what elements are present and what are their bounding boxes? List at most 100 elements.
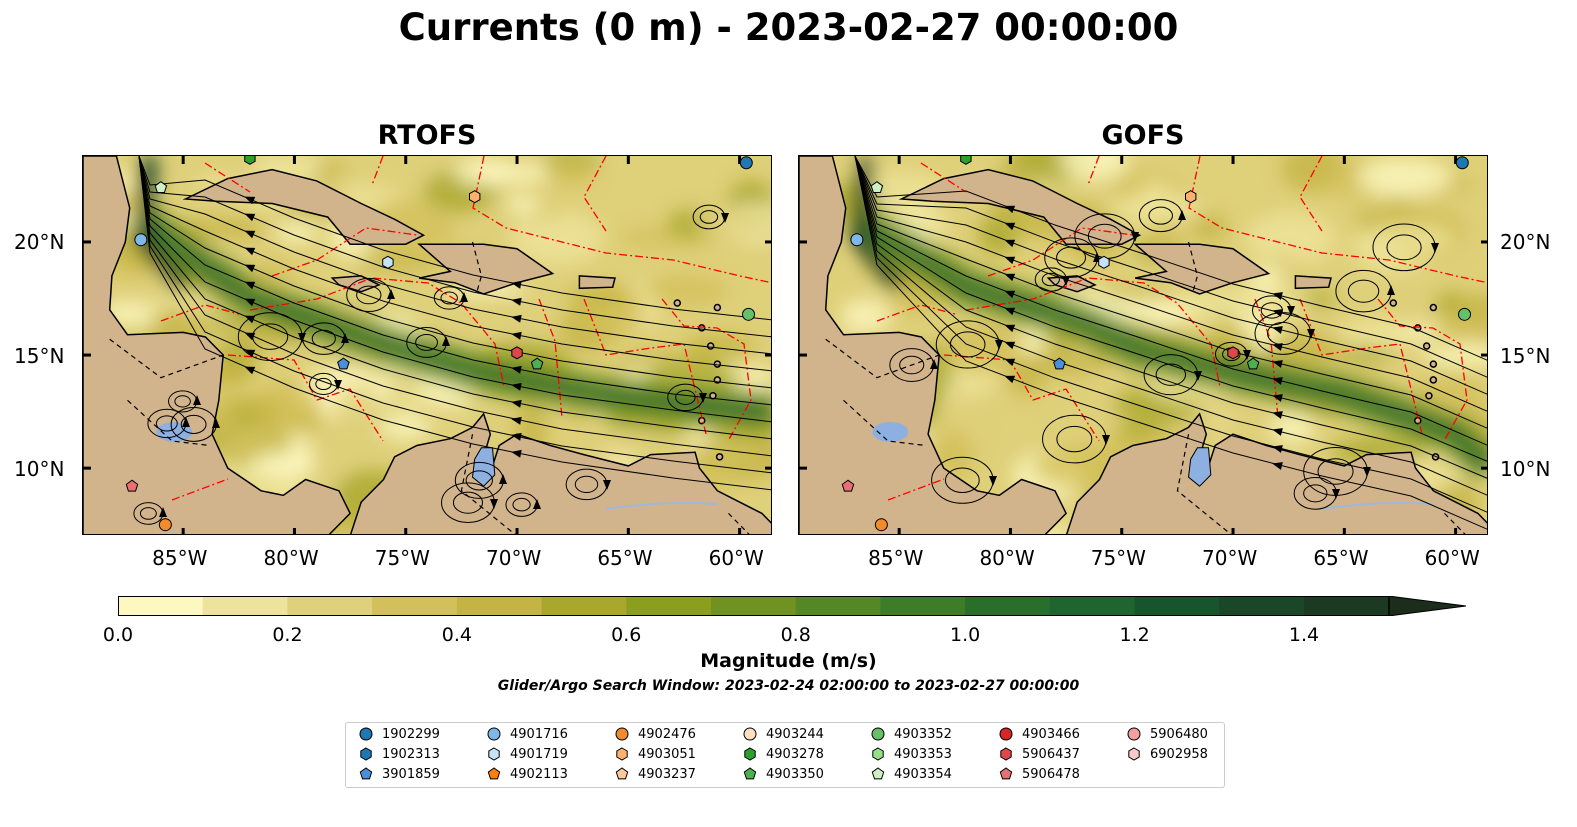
- colorbar-segment: [711, 596, 797, 616]
- float-legend: 1902299 1902313 3901859 4901716 4901719 49021…: [345, 722, 1225, 788]
- legend-label: 4903350: [766, 766, 824, 782]
- legend-marker-4903354: [871, 767, 885, 780]
- lon-label-gofs-60: 60°W: [1424, 546, 1480, 570]
- legend-item: 4903354: [870, 766, 952, 782]
- legend-label: 5906437: [1022, 746, 1080, 762]
- float-marker-4903350: [530, 357, 544, 370]
- river: [1321, 501, 1434, 510]
- legend-item: 4902113: [486, 766, 568, 782]
- eez-boundaries: [160, 156, 771, 501]
- float-marker-1902299: [739, 156, 753, 170]
- river: [605, 501, 718, 510]
- legend-marker-3901859: [359, 767, 373, 780]
- panel-title-rtofs: RTOFS: [377, 120, 477, 151]
- float-marker-4903278: [960, 156, 972, 165]
- colorbar-segment: [118, 596, 204, 616]
- legend-label: 4903278: [766, 746, 824, 762]
- colorbar-segment: [1049, 596, 1135, 616]
- legend-marker-1902313: [360, 747, 372, 761]
- legend-marker-5906437: [1000, 747, 1012, 761]
- cuba: [898, 168, 1142, 245]
- central-america: [799, 156, 1068, 534]
- lon-label-gofs-80: 80°W: [979, 546, 1035, 570]
- legend-label: 4903466: [1022, 726, 1080, 742]
- lat-label-right-15: 15°N: [1500, 344, 1551, 368]
- lesser-antilles-island: [1422, 342, 1431, 350]
- legend-marker-4902476: [615, 727, 629, 741]
- float-marker-5906478: [841, 479, 855, 492]
- legend-item: 4903237: [614, 766, 696, 782]
- legend-label: 4902476: [638, 726, 696, 742]
- map-panel-gofs[interactable]: [798, 155, 1488, 535]
- lon-label-rtofs-75: 75°W: [374, 546, 430, 570]
- colorbar-tick-label: 1.0: [950, 624, 981, 646]
- lon-label-gofs-70: 70°W: [1202, 546, 1258, 570]
- lon-label-rtofs-70: 70°W: [486, 546, 542, 570]
- colorbar-tick-label: 0.0: [102, 624, 134, 646]
- lesser-antilles-island: [1425, 392, 1433, 400]
- float-marker-4903278: [244, 156, 256, 165]
- lesser-antilles-island: [713, 303, 722, 312]
- lat-label-left-20: 20°N: [14, 230, 65, 254]
- legend-item: 4903466: [998, 726, 1080, 742]
- float-marker-3901859: [337, 357, 350, 370]
- float-marker-4902476: [158, 518, 172, 532]
- legend-item: 4903244: [742, 726, 824, 742]
- colorbar: [118, 596, 1467, 616]
- legend-item: 5906437: [998, 746, 1080, 762]
- panel-title-gofs: GOFS: [1101, 120, 1185, 151]
- lesser-antilles-island: [698, 324, 706, 332]
- legend-label: 4902113: [510, 766, 568, 782]
- colorbar-outline: [118, 596, 1390, 616]
- legend-item: 1902313: [358, 746, 440, 762]
- legend-item: 6902958: [1126, 746, 1208, 762]
- map-panel-rtofs[interactable]: [82, 155, 772, 535]
- jamaica: [1046, 275, 1097, 293]
- legend-marker-4902113: [487, 767, 501, 780]
- float-marker-4903352: [1458, 307, 1472, 321]
- lesser-antilles-island: [713, 360, 722, 368]
- legend-label: 4903244: [766, 726, 824, 742]
- legend-item: 4903051: [614, 746, 696, 762]
- jamaica: [330, 275, 381, 293]
- colorbar-segment: [1304, 596, 1390, 616]
- lat-label-left-15: 15°N: [14, 344, 65, 368]
- float-marker-4903354: [870, 181, 884, 193]
- colorbar-tick-label: 0.4: [441, 624, 472, 646]
- colorbar-segment: [795, 596, 881, 616]
- legend-label: 6902958: [1150, 746, 1208, 762]
- lake-maracaibo: [1187, 447, 1212, 487]
- colorbar-segment: [626, 596, 712, 616]
- legend-item: 4903352: [870, 726, 952, 742]
- colorbar-title: Magnitude (m/s): [700, 650, 877, 672]
- colorbar-tick-label: 1.4: [1288, 624, 1320, 646]
- legend-label: 4901719: [510, 746, 568, 762]
- streamline-arrows: [159, 196, 729, 517]
- streamline-arrows: [930, 205, 1439, 499]
- float-marker-4903051: [469, 190, 481, 204]
- legend-label: 4903352: [894, 726, 952, 742]
- central-america: [83, 156, 352, 534]
- colorbar-segment: [965, 596, 1051, 616]
- lon-label-rtofs-60: 60°W: [708, 546, 764, 570]
- legend-item: 5906480: [1126, 726, 1208, 742]
- legend-item: 4902476: [614, 726, 696, 742]
- colorbar-tick-label: 0.8: [780, 624, 811, 646]
- float-marker-4901719: [382, 255, 394, 269]
- lat-label-left-10: 10°N: [14, 457, 65, 481]
- legend-label: 5906480: [1150, 726, 1208, 742]
- colorbar-segment: [287, 596, 373, 616]
- float-marker-5906437: [1227, 346, 1239, 360]
- map-svg-rtofs: [83, 156, 771, 534]
- lon-label-rtofs-80: 80°W: [263, 546, 319, 570]
- legend-label: 4901716: [510, 726, 568, 742]
- lat-label-right-10: 10°N: [1500, 457, 1551, 481]
- colorbar-tick-label: 0.6: [611, 624, 642, 646]
- legend-label: 4903051: [638, 746, 696, 762]
- frame-ticks: [799, 156, 1487, 534]
- colorbar-segment: [541, 596, 627, 616]
- legend-marker-4903051: [616, 747, 628, 761]
- hispaniola: [1133, 243, 1271, 295]
- float-marker-5906478: [125, 479, 139, 492]
- legend-marker-4903350: [743, 767, 757, 780]
